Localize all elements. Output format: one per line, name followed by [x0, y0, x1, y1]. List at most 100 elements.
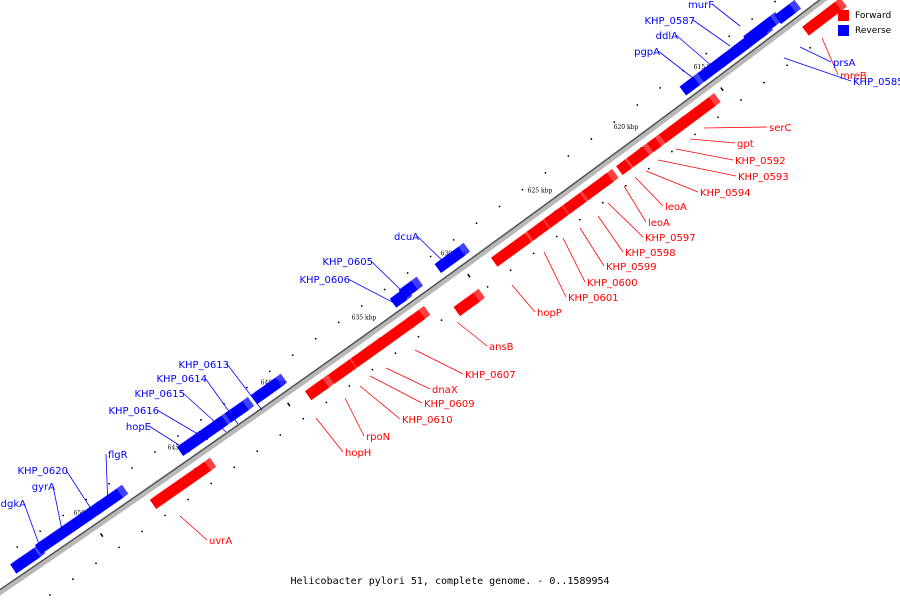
minor-tick-dot — [154, 450, 156, 453]
minor-tick-dot — [200, 418, 202, 421]
tick-label: 635 kbp — [352, 315, 377, 322]
minor-tick-dot — [521, 188, 524, 191]
gene-khp_0593-10[interactable] — [647, 133, 667, 153]
minor-tick-dot — [601, 201, 604, 204]
legend-label-forward: Forward — [855, 10, 892, 21]
gene-label: dcuA — [394, 232, 419, 243]
minor-tick-dot — [555, 235, 558, 238]
minor-tick-dot — [567, 155, 570, 157]
gene-ansb-23[interactable] — [453, 288, 485, 317]
gene-leoa-13[interactable] — [616, 155, 637, 176]
minor-tick-dot — [49, 593, 51, 596]
gene-top-face — [563, 188, 586, 206]
gene-label-leader — [456, 321, 488, 347]
gene-top-face — [398, 276, 417, 291]
gene-label-leader — [52, 485, 63, 531]
gene-top-face — [389, 286, 406, 299]
minor-tick-dot — [268, 370, 271, 373]
gene-label: KHP_0613 — [178, 360, 229, 371]
gene-top-face — [176, 430, 200, 448]
gene-uvra-35[interactable] — [149, 457, 217, 509]
tick-mark — [467, 273, 471, 278]
gene-label-leader — [347, 278, 399, 306]
gene-pgpa-6[interactable] — [679, 72, 706, 96]
gene-label-layer: mreB prsA KHP_0585 murF KHP_0587 ddlA pgpA serC… — [1, 0, 900, 548]
gene-top-face — [491, 229, 531, 258]
gene-label-leader — [579, 227, 605, 267]
gene-mreb-0[interactable] — [802, 0, 847, 36]
gene-front-face — [627, 152, 642, 167]
gene-label: KHP_0606 — [299, 275, 350, 286]
legend-item-reverse: Reverse — [838, 23, 891, 38]
gene-side-face — [691, 106, 703, 120]
gene-label: uvrA — [209, 536, 232, 547]
legend: Forward Reverse — [838, 8, 891, 38]
gene-label-leader — [657, 50, 694, 79]
gene-khp_0592-9[interactable] — [659, 116, 690, 144]
gene-label-leader — [799, 46, 832, 63]
gene-side-face — [221, 411, 234, 425]
gene-label-leader — [148, 425, 191, 453]
gene-khp_0613-30[interactable] — [250, 373, 288, 405]
gene-side-face — [625, 155, 637, 169]
minor-tick-dot — [348, 385, 351, 387]
gene-label-leader — [562, 237, 586, 283]
gene-top-face — [647, 133, 661, 144]
gene-rpon-28[interactable] — [327, 355, 362, 384]
gene-hopp-19[interactable] — [491, 229, 537, 267]
gene-side-face — [580, 188, 592, 202]
gene-label-leader — [597, 215, 624, 253]
gene-label: rpoN — [366, 432, 390, 443]
legend-item-forward: Forward — [838, 8, 891, 23]
minor-tick-dot — [95, 562, 97, 565]
gene-gyra-38[interactable] — [34, 506, 97, 555]
gene-top-face — [774, 0, 795, 16]
gene-label: gpt — [737, 139, 754, 150]
gene-label-leader — [179, 515, 208, 541]
minor-tick-dot — [694, 133, 696, 136]
gene-top-face — [327, 355, 355, 375]
gene-front-face — [647, 137, 662, 153]
gene-label-leader — [385, 367, 431, 390]
gene-hoph-29[interactable] — [304, 374, 335, 401]
gene-leoa-12[interactable] — [627, 148, 647, 167]
minor-tick-dot — [360, 305, 363, 307]
minor-tick-dot — [475, 222, 478, 225]
gene-label: KHP_0593 — [738, 172, 789, 183]
gene-front-face — [679, 76, 701, 96]
minor-tick-dot — [371, 368, 374, 371]
gene-ddla-5[interactable] — [697, 52, 732, 83]
minor-tick-dot — [291, 354, 294, 356]
gene-side-face — [418, 305, 431, 319]
minor-tick-dot — [532, 252, 535, 255]
gene-label-leader — [369, 375, 423, 404]
gene-khp_0614-31[interactable] — [224, 396, 255, 423]
gene-label-leader — [607, 202, 644, 238]
gene-side-face — [709, 93, 721, 106]
gene-top-face — [372, 315, 410, 343]
gene-label-leader — [226, 363, 263, 411]
gene-front-face — [176, 434, 202, 457]
minor-tick-dot — [786, 64, 788, 67]
gene-label-leader — [344, 397, 365, 437]
gene-label: KHP_0614 — [156, 374, 207, 385]
minor-tick-dot — [728, 35, 731, 38]
gene-dgka-39[interactable] — [10, 544, 46, 574]
gene-label: KHP_0605 — [322, 257, 373, 268]
gene-top-face — [582, 173, 607, 192]
gene-khp_0606-22[interactable] — [389, 286, 413, 308]
gene-label: KHP_0601 — [568, 293, 619, 304]
gene-side-face — [635, 148, 647, 161]
minor-tick-dot — [406, 272, 409, 274]
gene-side-face — [242, 396, 255, 410]
gene-label: KHP_0599 — [606, 262, 657, 273]
minor-tick-dot — [763, 81, 765, 84]
minor-tick-dot — [210, 482, 213, 485]
gene-front-face — [434, 246, 466, 274]
minor-tick-dot — [131, 466, 133, 469]
gene-label-leader — [370, 260, 409, 298]
minor-tick-dot — [717, 116, 719, 119]
gene-label-leader — [204, 377, 239, 425]
gene-layer — [10, 0, 847, 574]
gene-dcua-20[interactable] — [434, 242, 471, 274]
